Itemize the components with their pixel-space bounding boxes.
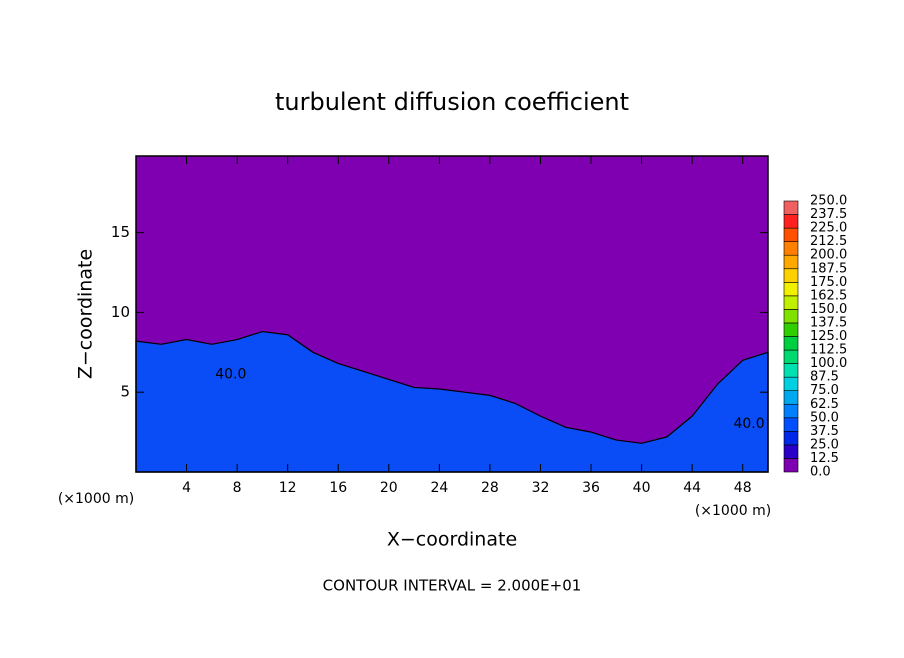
x-tick-label: 28 bbox=[481, 480, 499, 496]
colorbar-swatch bbox=[783, 417, 799, 432]
chart-title: turbulent diffusion coefficient bbox=[275, 88, 629, 116]
x-unit: (×1000 m) bbox=[58, 491, 134, 507]
colorbar-label: 112.5 bbox=[810, 343, 847, 358]
y-tick-label: 15 bbox=[111, 223, 130, 241]
colorbar-label: 12.5 bbox=[810, 451, 839, 466]
colorbar-swatch bbox=[783, 390, 799, 405]
colorbar-swatch bbox=[783, 200, 799, 215]
y-tick-label: 5 bbox=[120, 383, 130, 401]
colorbar-swatch bbox=[783, 403, 799, 419]
colorbar-label: 150.0 bbox=[810, 302, 847, 317]
colorbar-swatch bbox=[783, 309, 799, 324]
colorbar-label: 237.5 bbox=[810, 207, 847, 222]
x-tick-label: 40 bbox=[633, 480, 651, 496]
colorbar-swatch bbox=[783, 241, 799, 256]
y-tick-label: 10 bbox=[111, 303, 130, 321]
contour-label: 40.0 bbox=[733, 416, 764, 432]
colorbar-label: 137.5 bbox=[810, 315, 847, 330]
x-tick-label: 24 bbox=[430, 480, 448, 496]
colorbar-swatch bbox=[783, 363, 799, 378]
colorbar-swatch bbox=[783, 227, 799, 242]
colorbar-swatch bbox=[783, 349, 799, 364]
colorbar-swatch bbox=[783, 254, 799, 270]
x-tick-label: 4 bbox=[182, 480, 191, 496]
colorbar-swatch bbox=[783, 295, 799, 310]
colorbar-swatch bbox=[783, 444, 799, 459]
turbulent-layer bbox=[135, 330, 769, 473]
x-tick-label: 8 bbox=[233, 480, 242, 496]
colorbar-label: 175.0 bbox=[810, 275, 847, 290]
colorbar-swatch bbox=[783, 336, 799, 351]
colorbar-swatch bbox=[783, 281, 799, 297]
colorbar-label: 212.5 bbox=[810, 234, 847, 249]
colorbar-swatch bbox=[783, 376, 799, 391]
colorbar-label: 100.0 bbox=[810, 356, 847, 371]
colorbar-label: 125.0 bbox=[810, 329, 847, 344]
colorbar-swatch bbox=[783, 214, 799, 229]
colorbar-label: 162.5 bbox=[810, 288, 847, 303]
x-tick-label: 32 bbox=[532, 480, 550, 496]
colorbar-label: 187.5 bbox=[810, 261, 847, 276]
x-tick-label: 20 bbox=[380, 480, 398, 496]
x-tick-label: 44 bbox=[683, 480, 701, 496]
colorbar-label: 250.0 bbox=[810, 194, 847, 209]
contour-label: 40.0 bbox=[215, 367, 246, 383]
colorbar-swatch bbox=[783, 458, 799, 473]
colorbar-label: 37.5 bbox=[810, 424, 839, 439]
colorbar-label: 25.0 bbox=[810, 437, 839, 452]
x-unit: (×1000 m) bbox=[695, 503, 771, 519]
plot-frame bbox=[135, 155, 769, 473]
colorbar-swatch bbox=[783, 431, 799, 446]
colorbar-label: 75.0 bbox=[810, 383, 839, 398]
colorbar-swatch bbox=[783, 268, 799, 283]
colorbar-label: 225.0 bbox=[810, 221, 847, 236]
footnote: CONTOUR INTERVAL = 2.000E+01 bbox=[323, 577, 582, 595]
x-tick-label: 12 bbox=[279, 480, 297, 496]
colorbar-label: 87.5 bbox=[810, 370, 839, 385]
x-tick-label: 16 bbox=[329, 480, 347, 496]
colorbar-label: 0.0 bbox=[810, 465, 831, 480]
colorbar-label: 50.0 bbox=[810, 410, 839, 425]
colorbar-label: 62.5 bbox=[810, 397, 839, 412]
y-axis-label: Z−coordinate bbox=[75, 249, 97, 379]
x-tick-label: 36 bbox=[582, 480, 600, 496]
x-tick-label: 48 bbox=[734, 480, 752, 496]
colorbar-label: 200.0 bbox=[810, 248, 847, 263]
x-axis-label: X−coordinate bbox=[387, 529, 517, 551]
colorbar-swatch bbox=[783, 322, 799, 337]
